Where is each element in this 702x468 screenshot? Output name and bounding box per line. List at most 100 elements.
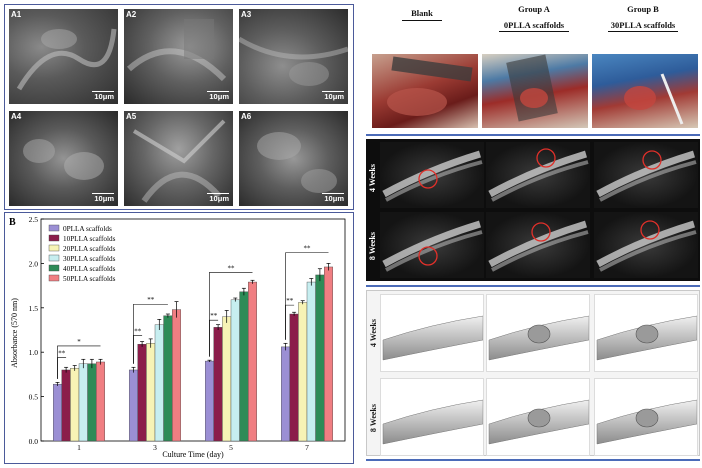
sem-image-a4: A4 10μm [9, 111, 118, 206]
scale-label: 10μm [324, 92, 344, 101]
ct-row-label-8w: 8 Weeks [369, 404, 378, 433]
legend-label: 50PLLA scaffolds [63, 275, 116, 283]
bar [281, 346, 291, 442]
significance-marker: ** [286, 297, 294, 305]
ct-image [486, 378, 590, 456]
ct-image [594, 294, 698, 372]
bar [154, 324, 164, 442]
legend-swatch [48, 234, 60, 242]
bar [146, 343, 156, 442]
significance-marker: ** [210, 312, 218, 320]
bar [213, 327, 223, 442]
header-underline [499, 31, 569, 32]
bar [78, 363, 88, 442]
bar [324, 266, 334, 442]
scale-label: 10μm [324, 194, 344, 203]
bar [306, 281, 316, 442]
bar [95, 361, 105, 442]
sem-label: A6 [241, 112, 252, 121]
scale-bar [207, 192, 229, 194]
column-subtitle: 0PLLA scaffolds [503, 20, 565, 30]
legend-swatch [48, 254, 60, 262]
section-divider [366, 285, 700, 287]
column-header-group-b: Group B 30PLLA scaffolds [590, 4, 696, 32]
significance-bracket [133, 303, 168, 364]
bar [128, 369, 138, 442]
ct-image [486, 294, 590, 372]
xray-image [594, 142, 698, 208]
sem-label: A3 [241, 10, 252, 19]
xray-image [486, 212, 590, 278]
xray-image [594, 212, 698, 278]
bar [298, 302, 308, 442]
scale-bar [92, 90, 114, 92]
surgery-photo-group-a [482, 54, 588, 128]
significance-marker: ** [304, 245, 312, 253]
sem-label: A5 [126, 112, 137, 121]
y-axis-label: Absorbance (570 nm) [10, 298, 19, 368]
sem-label: A2 [126, 10, 137, 19]
section-divider [366, 459, 700, 461]
x-tick-label: 7 [305, 443, 309, 452]
sem-panel: A1 10μm A2 10μm A3 10μm A4 10μm A5 10μm … [4, 4, 354, 210]
sem-image-a2: A2 10μm [124, 9, 233, 104]
xray-image [380, 212, 484, 278]
scale-bar [92, 192, 114, 194]
scale-bar [322, 90, 344, 92]
scale-label: 10μm [209, 92, 229, 101]
legend-swatch [48, 264, 60, 272]
y-tick-label: 0.5 [29, 393, 39, 402]
bar [87, 363, 97, 442]
significance-marker: ** [58, 350, 66, 358]
ct-image [380, 294, 484, 372]
bar [137, 344, 147, 442]
xray-row-label-8w: 8 Weeks [368, 232, 377, 261]
bar [315, 274, 325, 442]
column-title: Group A [518, 4, 550, 14]
sem-image-a5: A5 10μm [124, 111, 233, 206]
absorbance-chart: B 0.00.51.01.52.02.51 3 5 7 ***************… [9, 215, 346, 459]
column-subtitle: 30PLLA scaffolds [610, 20, 676, 30]
plot-frame [40, 218, 346, 442]
section-divider [366, 134, 700, 136]
chart-panel: B 0.0 0.5 1.0 1.5 2.0 2.5 1 3 5 7 ** * ** ** ** ** ** **… [4, 212, 354, 464]
significance-marker: ** [147, 296, 155, 304]
x-tick-label: 3 [153, 443, 157, 452]
column-header-blank: Blank [372, 8, 472, 21]
scale-label: 10μm [94, 92, 114, 101]
significance-bracket [57, 345, 101, 379]
ct-row-label-4w: 4 Weeks [369, 319, 378, 348]
x-tick-label: 5 [229, 443, 233, 452]
significance-marker: * [77, 338, 81, 346]
scale-label: 10μm [94, 194, 114, 203]
sem-image-a1: A1 10μm [9, 9, 118, 104]
bar [70, 367, 80, 442]
xray-row-label-4w: 4 Weeks [368, 164, 377, 193]
significance-marker: ** [134, 327, 142, 335]
legend-label: 0PLLA scaffolds [63, 225, 112, 233]
bar [222, 316, 232, 442]
y-tick-label: 1.0 [29, 348, 39, 357]
column-title: Blank [411, 8, 433, 18]
bar [171, 309, 181, 442]
surgery-photo-group-b [592, 54, 698, 128]
column-header-group-a: Group A 0PLLA scaffolds [482, 4, 586, 32]
surgery-photo-blank [372, 54, 478, 128]
x-tick-label: 1 [77, 443, 81, 452]
ct-image [594, 378, 698, 456]
panel-label: B [9, 217, 16, 228]
sem-image-a3: A3 10μm [239, 9, 348, 104]
significance-marker: ** [228, 264, 236, 272]
x-axis-label: Culture Time (day) [162, 450, 224, 459]
sem-image-a6: A6 10μm [239, 111, 348, 206]
bar [247, 281, 257, 442]
y-tick-label: 1.5 [29, 304, 39, 313]
significance-bracket [209, 271, 253, 357]
bar [239, 291, 249, 442]
bar [53, 383, 63, 442]
ct-image [380, 378, 484, 456]
legend-label: 30PLLA scaffolds [63, 255, 116, 263]
sem-label: A4 [11, 112, 22, 121]
significance-bracket [285, 252, 329, 340]
scale-bar [322, 192, 344, 194]
